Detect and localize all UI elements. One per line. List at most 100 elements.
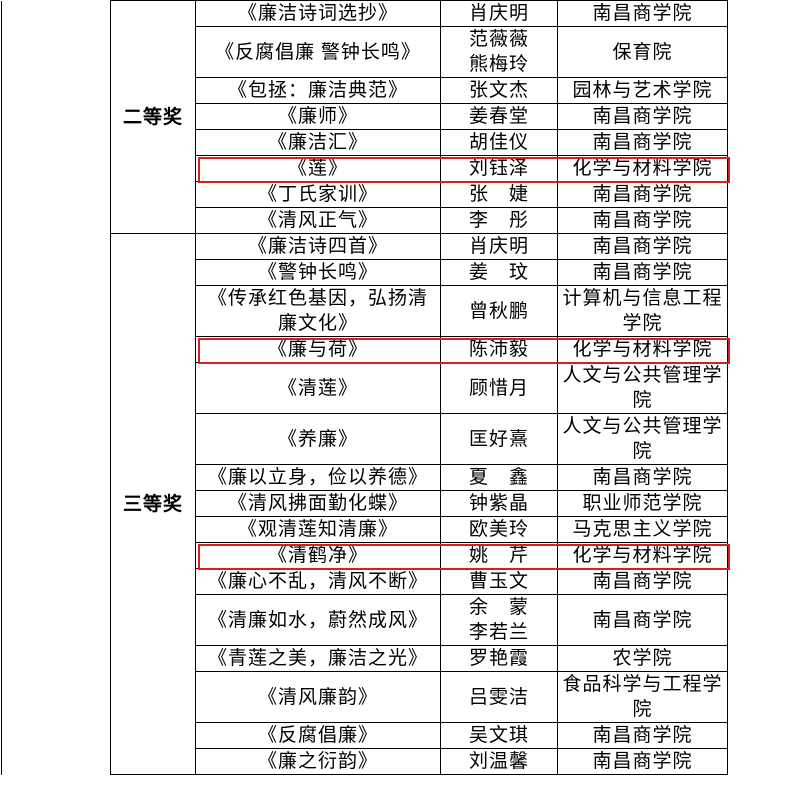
work-title: 《清风拂面勤化蝶》	[195, 490, 441, 517]
college: 计算机与信息工程学院	[557, 285, 728, 337]
author-name: 曾秋鹏	[440, 285, 558, 337]
college: 化学与材料学院	[557, 155, 728, 182]
work-title: 《廉之衍韵》	[195, 748, 441, 775]
author-name: 胡佳仪	[440, 129, 558, 156]
blank-column	[1, 0, 111, 775]
college: 保育院	[557, 26, 728, 78]
work-title: 《丁氏家训》	[195, 181, 441, 208]
college: 南昌商学院	[557, 259, 728, 286]
work-title: 《廉师》	[195, 103, 441, 130]
college: 南昌商学院	[557, 181, 728, 208]
author-name: 肖庆明	[440, 0, 558, 27]
author-name: 吕雯洁	[440, 671, 558, 723]
table-row: 《反腐倡廉 警钟长鸣》 范薇薇 熊梅玲 保育院	[2, 26, 728, 78]
table-row: 《清风拂面勤化蝶》 钟紫晶 职业师范学院	[2, 490, 728, 517]
author-name: 姜春堂	[440, 103, 558, 130]
college: 南昌商学院	[557, 103, 728, 130]
table-row: 《养廉》 匡好熹 人文与公共管理学院	[2, 413, 728, 465]
work-title: 《观清莲知清廉》	[195, 516, 441, 543]
table-row: 《廉与荷》 陈沛毅 化学与材料学院	[2, 336, 728, 363]
college: 南昌商学院	[557, 0, 728, 27]
table-row: 《传承红色基因，弘扬清廉文化》 曾秋鹏 计算机与信息工程学院	[2, 285, 728, 337]
college: 南昌商学院	[557, 568, 728, 595]
college: 职业师范学院	[557, 490, 728, 517]
work-title: 《廉心不乱，清风不断》	[195, 568, 441, 595]
table-row: 《警钟长鸣》姜 玟南昌商学院	[2, 259, 728, 286]
author-name: 欧美玲	[440, 516, 558, 543]
table-row: 二等奖 《廉洁诗词选抄》 肖庆明 南昌商学院	[1, 0, 728, 775]
author-name: 吴文琪	[440, 722, 558, 749]
college: 食品科学与工程学院	[557, 671, 728, 723]
work-title: 《清风廉韵》	[195, 671, 441, 723]
college: 人文与公共管理学院	[557, 362, 728, 414]
work-title: 《清鹤净》	[195, 542, 441, 569]
college: 马克思主义学院	[557, 516, 728, 543]
table-body: 二等奖 《廉洁诗词选抄》 肖庆明 南昌商学院 《反腐倡廉 警钟长鸣》 范薇薇 熊梅玲 保育院…	[1, 0, 728, 775]
work-title: 《包拯：廉洁典范》	[195, 77, 441, 104]
author-name: 姜 玟	[440, 259, 558, 286]
work-title: 《廉洁诗词选抄》	[195, 0, 441, 27]
table-row: 《清廉如水，蔚然成风》余 蒙 李若兰 南昌商学院	[2, 594, 728, 646]
work-title: 《清风正气》	[195, 207, 441, 234]
table-row: 三等奖 《廉洁诗四首》 肖庆明 南昌商学院	[2, 233, 728, 775]
college: 农学院	[557, 645, 728, 672]
college: 南昌商学院	[557, 207, 728, 234]
award-level: 二等奖	[110, 0, 196, 234]
table-row: 《清风正气》李 彤南昌商学院	[2, 207, 728, 234]
author-name: 刘温馨	[440, 748, 558, 775]
author-name: 范薇薇 熊梅玲	[440, 26, 558, 78]
college: 南昌商学院	[557, 748, 728, 775]
college: 化学与材料学院	[557, 542, 728, 569]
work-title: 《青莲之美，廉洁之光》	[195, 645, 441, 672]
work-title: 《传承红色基因，弘扬清廉文化》	[195, 285, 441, 337]
author-name: 李 彤	[440, 207, 558, 234]
author-name: 夏 鑫	[440, 464, 558, 491]
author-name: 匡好熹	[440, 413, 558, 465]
table-row: 《廉以立身，俭以养德》夏 鑫南昌商学院	[2, 464, 728, 491]
work-title: 《廉与荷》	[195, 336, 441, 363]
work-title: 《清莲》	[195, 362, 441, 414]
author-name: 余 蒙 李若兰	[440, 594, 558, 646]
work-title: 《警钟长鸣》	[195, 259, 441, 286]
table-row: 《廉心不乱，清风不断》 曹玉文 南昌商学院	[2, 568, 728, 595]
college: 南昌商学院	[557, 464, 728, 491]
work-title: 《莲》	[195, 155, 441, 182]
table-row: 《廉之衍韵》 刘温馨 南昌商学院	[2, 748, 728, 775]
author-name: 刘钰泽	[440, 155, 558, 182]
table-row: 《清风廉韵》 吕雯洁 食品科学与工程学院	[2, 671, 728, 723]
author-name: 顾惜月	[440, 362, 558, 414]
work-title: 《养廉》	[195, 413, 441, 465]
work-title: 《廉以立身，俭以养德》	[195, 464, 441, 491]
table-row: 《清莲》 顾惜月 人文与公共管理学院	[2, 362, 728, 414]
work-title: 《反腐倡廉 警钟长鸣》	[195, 26, 441, 78]
table-row: 《包拯：廉洁典范》 张文杰 园林与艺术学院	[2, 77, 728, 104]
college: 南昌商学院	[557, 594, 728, 646]
author-name: 姚 芹	[440, 542, 558, 569]
author-name: 张 婕	[440, 181, 558, 208]
author-name: 张文杰	[440, 77, 558, 104]
author-name: 罗艳霞	[440, 645, 558, 672]
table-row: 《观清莲知清廉》 欧美玲 马克思主义学院	[2, 516, 728, 543]
author-name: 肖庆明	[440, 233, 558, 260]
college: 园林与艺术学院	[557, 77, 728, 104]
table-row: 《廉师》 姜春堂 南昌商学院	[2, 103, 728, 130]
college: 南昌商学院	[557, 129, 728, 156]
work-title: 《廉洁诗四首》	[195, 233, 441, 260]
author-name: 陈沛毅	[440, 336, 558, 363]
work-title: 《廉洁汇》	[195, 129, 441, 156]
author-name: 曹玉文	[440, 568, 558, 595]
work-title: 《反腐倡廉》	[195, 722, 441, 749]
award-table: 二等奖 《廉洁诗词选抄》 肖庆明 南昌商学院 《反腐倡廉 警钟长鸣》 范薇薇 熊梅玲 保育院…	[1, 0, 728, 775]
college: 化学与材料学院	[557, 336, 728, 363]
college: 南昌商学院	[557, 233, 728, 260]
award-level: 三等奖	[110, 233, 196, 775]
table-row: 《莲》 刘钰泽 化学与材料学院	[2, 155, 728, 182]
table-row: 《反腐倡廉》 吴文琪 南昌商学院	[2, 722, 728, 749]
table-row: 《丁氏家训》张 婕南昌商学院	[2, 181, 728, 208]
college: 人文与公共管理学院	[557, 413, 728, 465]
work-title: 《清廉如水，蔚然成风》	[195, 594, 441, 646]
author-name: 钟紫晶	[440, 490, 558, 517]
college: 南昌商学院	[557, 722, 728, 749]
